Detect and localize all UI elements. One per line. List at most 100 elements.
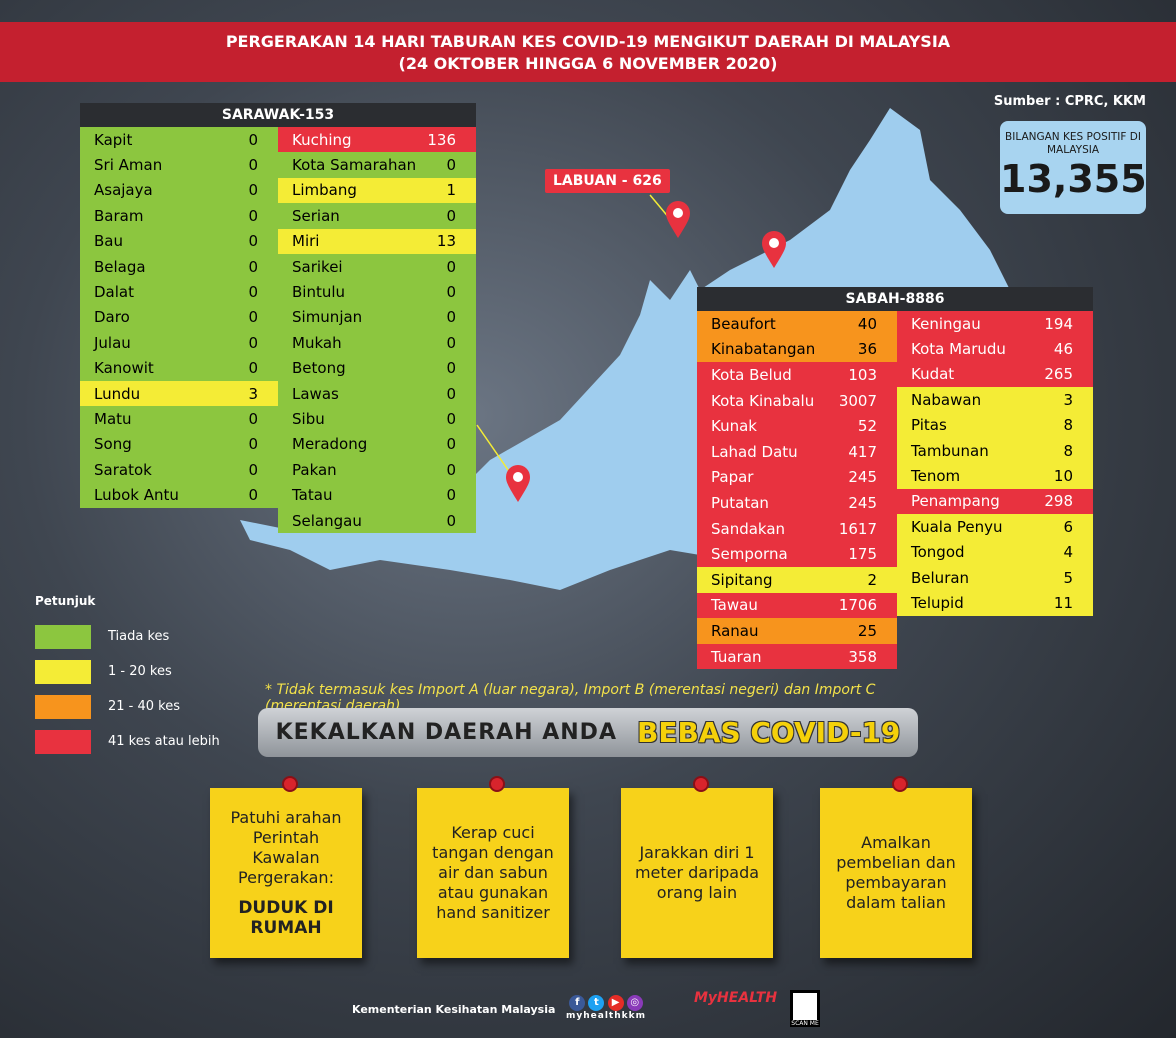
district-row: Kunak 52 (697, 413, 897, 439)
district-row: Kuching 136 (278, 127, 476, 153)
district-row: Mukah 0 (278, 330, 476, 356)
district-name: Keningau (911, 314, 981, 333)
pushpin-icon (892, 776, 908, 792)
district-name: Betong (292, 359, 346, 378)
sabah-left-column: Beaufort 40 Kinabatangan 36 Kota Belud 103 Kot… (697, 311, 897, 670)
district-row: Lahad Datu 417 (697, 438, 897, 465)
district-row: Lundu 3 (80, 380, 278, 407)
district-count: 25 (857, 621, 877, 640)
sabah-table: SABAH-8886 Beaufort 40 Kinabatangan 36 Kota … (697, 287, 1093, 670)
district-count: 0 (248, 181, 258, 200)
district-count: 0 (248, 460, 258, 479)
total-cases-box: BILANGAN KES POSITIF DI MALAYSIA 13,355 (1000, 121, 1147, 214)
district-row: Papar 245 (697, 464, 897, 491)
district-count: 0 (248, 130, 258, 149)
district-name: Kuching (292, 130, 352, 149)
district-name: Kunak (711, 417, 757, 436)
district-count: 0 (446, 257, 456, 276)
district-row: Serian 0 (278, 203, 476, 229)
district-count: 298 (1044, 492, 1073, 511)
district-count: 1706 (838, 596, 877, 615)
district-row: Kota Belud 103 (697, 362, 897, 388)
district-row: Tongod 4 (897, 539, 1093, 565)
district-count: 0 (248, 333, 258, 352)
district-name: Tenom (911, 467, 961, 486)
district-name: Matu (94, 409, 132, 428)
district-name: Asajaya (94, 181, 153, 200)
district-row: Keningau 194 (897, 311, 1093, 337)
district-count: 0 (248, 435, 258, 454)
district-count: 3007 (838, 391, 877, 410)
district-count: 0 (446, 359, 456, 378)
district-row: Song 0 (80, 431, 278, 458)
district-name: Nabawan (911, 390, 982, 409)
district-count: 0 (248, 359, 258, 378)
legend-label: 1 - 20 kes (108, 664, 172, 679)
tip-note: Jarakkan diri 1 meter daripada orang lai… (621, 776, 773, 958)
facebook-icon[interactable]: f (569, 995, 586, 1011)
instagram-icon[interactable]: ◎ (626, 995, 643, 1011)
sarawak-title: SARAWAK-153 (80, 103, 476, 127)
district-count: 0 (248, 232, 258, 251)
tip-note: Amalkan pembelian dan pembayaran dalam t… (820, 776, 972, 958)
district-name: Lundu (94, 384, 141, 403)
district-name: Selangau (292, 511, 362, 530)
source-text: Sumber : CPRC, KKM (993, 94, 1146, 109)
district-name: Bintulu (292, 283, 346, 302)
district-count: 245 (848, 493, 877, 512)
district-row: Daro 0 (80, 304, 278, 331)
district-row: Pitas 8 (897, 412, 1093, 438)
district-count: 0 (446, 156, 456, 175)
district-row: Asajaya 0 (80, 177, 278, 204)
district-row: Sarikei 0 (278, 253, 476, 280)
district-count: 136 (427, 130, 456, 149)
district-name: Meradong (292, 435, 368, 454)
district-row: Selangau 0 (278, 507, 476, 534)
labuan-callout: LABUAN - 626 (545, 169, 670, 193)
district-name: Tongod (911, 543, 965, 562)
district-name: Pitas (911, 416, 947, 435)
district-count: 46 (1053, 340, 1073, 359)
district-row: Belaga 0 (80, 253, 278, 280)
district-row: Julau 0 (80, 330, 278, 356)
slogan-part1: KEKALKAN DAERAH ANDA (275, 720, 617, 745)
district-count: 265 (1044, 365, 1073, 384)
district-count: 0 (248, 206, 258, 225)
legend-label: 21 - 40 kes (108, 699, 181, 714)
district-count: 0 (446, 308, 456, 327)
district-name: Semporna (711, 545, 788, 564)
twitter-icon[interactable]: t (588, 995, 605, 1011)
district-row: Miri 13 (278, 228, 476, 254)
legend-title: Petunjuk (35, 594, 96, 608)
district-name: Penampang (911, 492, 1000, 511)
district-count: 194 (1044, 314, 1073, 333)
district-count: 103 (848, 365, 877, 384)
sabah-title: SABAH-8886 (697, 287, 1093, 311)
sarawak-left-column: Kapit 0 Sri Aman 0 Asajaya 0 Baram 0 Bau 0 Belaga 0… (80, 127, 278, 508)
youtube-icon[interactable]: ▶ (607, 995, 624, 1011)
total-cases-value: 13,355 (1000, 157, 1147, 201)
district-row: Tatau 0 (278, 482, 476, 508)
title-line1: PERGERAKAN 14 HARI TABURAN KES COVID-19 … (225, 32, 951, 51)
district-name: Papar (711, 468, 754, 487)
district-name: Kinabatangan (711, 340, 816, 359)
district-name: Mukah (292, 333, 342, 352)
district-count: 8 (1063, 416, 1073, 435)
tip-text: Kerap cuci tangan dengan air dan sabun a… (432, 823, 554, 922)
district-count: 4 (1063, 543, 1073, 562)
map-pin-icon (762, 231, 786, 268)
district-row: Kinabatangan 36 (697, 336, 897, 363)
pushpin-icon (489, 776, 505, 792)
district-row: Kota Marudu 46 (897, 336, 1093, 362)
footer-ministry: Kementerian Kesihatan Malaysia (352, 1003, 556, 1016)
pushpin-icon (282, 776, 298, 792)
district-count: 0 (446, 409, 456, 428)
legend-label: 41 kes atau lebih (108, 734, 220, 749)
district-row: Kudat 265 (897, 361, 1093, 388)
district-count: 0 (446, 333, 456, 352)
district-name: Bau (94, 232, 123, 251)
district-name: Limbang (292, 181, 357, 200)
legend-swatch (35, 625, 91, 649)
district-row: Ranau 25 (697, 618, 897, 644)
district-name: Kota Kinabalu (711, 391, 815, 410)
